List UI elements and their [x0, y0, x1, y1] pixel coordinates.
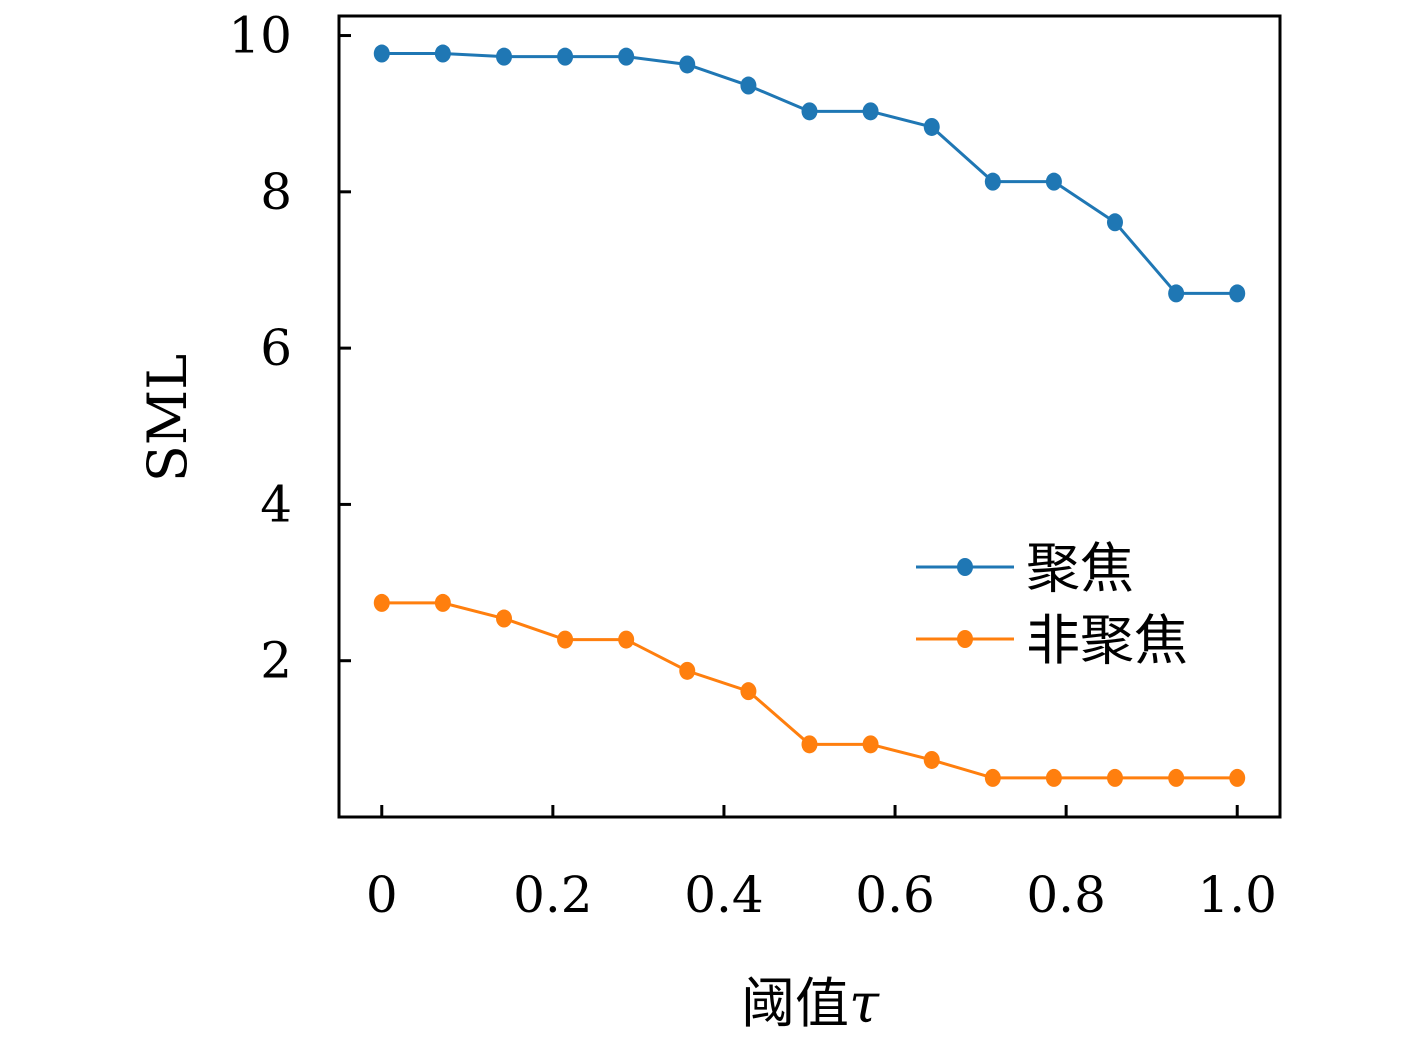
x-tick-label: 0.2: [513, 866, 593, 924]
x-tick-label: 0: [366, 866, 398, 924]
y-axis-label: SML: [136, 354, 199, 482]
data-point: [984, 172, 1001, 191]
y-tick-label: 10: [228, 7, 292, 65]
data-point: [923, 117, 940, 136]
y-tick-label: 4: [260, 475, 292, 533]
legend-label: 非聚焦: [1026, 609, 1188, 672]
data-point: [740, 682, 757, 701]
axis-ticks: 0 0.2 0.4 0.6 0.8 1.0 2 4 6 8 10: [228, 7, 1277, 924]
x-tick-label: 1.0: [1197, 866, 1277, 924]
legend-marker: [957, 558, 973, 576]
x-axis-label-text: 阈值: [741, 972, 849, 1035]
data-point: [434, 44, 451, 63]
data-point: [862, 102, 879, 121]
plot-frame: [337, 14, 1282, 819]
y-tick-label: 6: [260, 319, 292, 377]
data-point: [801, 735, 818, 754]
data-point: [1106, 213, 1123, 232]
data-point: [984, 768, 1001, 787]
data-point: [862, 735, 879, 754]
data-point: [618, 47, 635, 66]
data-point: [1045, 768, 1062, 787]
data-point: [557, 630, 574, 649]
data-point: [679, 55, 696, 74]
x-tick-label: 0.6: [855, 866, 935, 924]
series-line-1: [381, 52, 1238, 295]
data-point: [373, 44, 390, 63]
y-tick-label: 8: [260, 163, 292, 221]
x-axis-label-symbol: τ: [849, 972, 880, 1035]
y-tick-label: 2: [260, 632, 292, 690]
data-point: [1106, 768, 1123, 787]
data-point: [618, 630, 635, 649]
data-point: [496, 47, 513, 66]
x-axis-label: 阈值τ: [741, 972, 880, 1035]
data-point: [801, 102, 818, 121]
data-point: [557, 47, 574, 66]
plot-marks: [373, 44, 1246, 787]
data-point: [496, 609, 513, 628]
data-point: [1168, 768, 1185, 787]
data-point: [740, 76, 757, 95]
x-tick-label: 0.8: [1026, 866, 1106, 924]
data-point: [434, 593, 451, 612]
data-point: [679, 661, 696, 680]
data-point: [1168, 284, 1185, 303]
legend-label: 聚焦: [1026, 537, 1134, 600]
data-point: [923, 750, 940, 769]
legend-marker: [957, 630, 973, 648]
data-point: [1045, 172, 1062, 191]
data-point: [373, 593, 390, 612]
data-point: [1229, 284, 1246, 303]
x-tick-label: 0.4: [684, 866, 764, 924]
data-point: [1229, 768, 1246, 787]
